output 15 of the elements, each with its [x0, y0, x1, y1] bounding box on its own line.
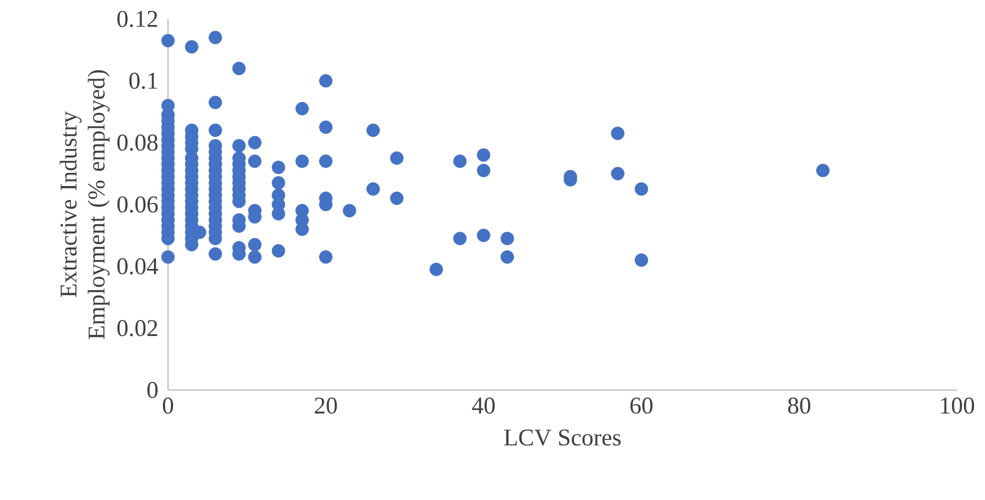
x-axis-title: LCV Scores — [504, 430, 621, 446]
x-tick-label: 80 — [788, 398, 810, 414]
x-tick-label: 20 — [314, 398, 337, 414]
y-tick-label: 0.02 — [117, 320, 158, 336]
x-tick-label: 60 — [630, 398, 652, 414]
y-tick-label: 0.12 — [117, 10, 158, 28]
y-tick-label: 0 — [147, 382, 158, 398]
x-tick-label: 40 — [472, 398, 495, 414]
x-tick-label: 0 — [162, 398, 174, 414]
y-tick-label: 0.06 — [117, 196, 158, 213]
y-tick-label: 0.1 — [129, 72, 158, 89]
y-tick-label: 0.04 — [117, 258, 158, 274]
x-tick-label: 100 — [941, 398, 974, 414]
y-tick-label: 0.08 — [117, 134, 158, 151]
y-axis-title: Extractive Industry Employment (% employed) — [60, 70, 110, 340]
